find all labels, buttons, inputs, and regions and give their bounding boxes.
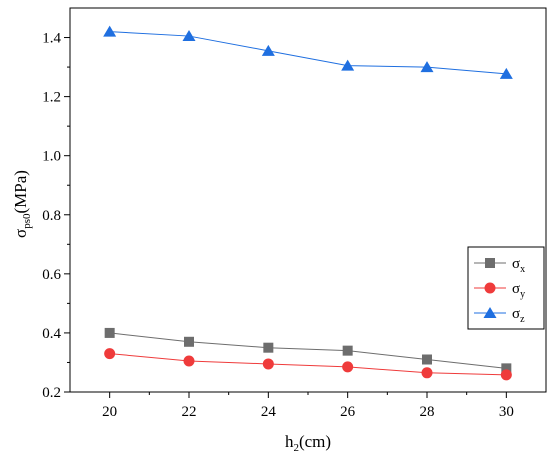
y-axis-title-tail: (MPa) — [11, 170, 30, 213]
series-line-x — [109, 332, 507, 369]
data-point-y — [342, 361, 354, 373]
data-point-y — [104, 348, 116, 360]
data-point-x — [501, 363, 512, 374]
legend-label-main: σ — [512, 256, 520, 272]
plot-frame — [69, 7, 547, 393]
data-point-x — [263, 342, 274, 353]
legend-label: σy — [512, 281, 525, 300]
legend-label: σz — [512, 306, 525, 325]
legend-marker-y — [484, 282, 496, 294]
legend-marker-z — [483, 307, 497, 318]
legend-label: σx — [512, 256, 525, 275]
data-point-x — [184, 336, 194, 347]
data-point-z — [103, 25, 117, 37]
series-y — [104, 348, 512, 381]
y-tick-label: 1.0 — [42, 149, 61, 165]
data-point-z — [261, 44, 275, 56]
y-tick-label: 0.4 — [42, 326, 61, 342]
data-point-z — [341, 59, 355, 71]
x-tick-label: 30 — [499, 404, 514, 420]
data-point-x — [422, 354, 432, 365]
ticks: 20 22 24 26 28 30 0.2 0.4 0.6 0.8 1.0 1.2 1.4 — [42, 31, 514, 420]
legend-label-sub: z — [520, 314, 525, 325]
y-tick-label: 1.2 — [42, 90, 61, 106]
x-tick-label: 26 — [340, 404, 356, 420]
series — [103, 25, 513, 381]
data-point-y — [262, 358, 274, 370]
x-tick-label: 20 — [102, 404, 117, 420]
legend-label-main: σ — [512, 281, 520, 297]
data-point-y — [500, 369, 512, 381]
data-point-z — [182, 30, 196, 42]
data-point-y — [421, 367, 433, 379]
x-axis-title-sub: 2 — [293, 442, 299, 454]
x-tick-label: 28 — [420, 404, 435, 420]
series-x — [104, 327, 512, 374]
data-point-y — [183, 355, 195, 367]
legend-item-z: σz — [474, 306, 525, 325]
x-axis-title-main: h — [285, 432, 294, 451]
y-tick-label: 0.8 — [42, 208, 61, 224]
data-point-z — [499, 67, 513, 79]
y-axis-title-sub: ps0 — [21, 213, 33, 229]
legend-item-x: σx — [474, 256, 525, 275]
y-tick-label: 0.2 — [42, 385, 61, 401]
series-z — [103, 25, 513, 79]
data-point-x — [342, 345, 353, 356]
series-line-y — [109, 353, 507, 376]
legend-label-sub: x — [520, 264, 525, 275]
legend-item-y: σy — [474, 281, 525, 300]
x-tick-label: 24 — [261, 404, 277, 420]
y-tick-label: 0.6 — [42, 267, 61, 283]
data-point-x — [104, 327, 115, 338]
legend-marker-x — [485, 258, 495, 268]
axes — [69, 7, 547, 393]
legend-label-sub: y — [520, 289, 525, 300]
series-line-z — [109, 31, 507, 75]
x-axis-title-tail: (cm) — [299, 432, 331, 451]
y-axis-title-main: σ — [11, 229, 30, 238]
data-point-z — [420, 61, 434, 73]
y-tick-label: 1.4 — [42, 31, 61, 47]
y-axis-title: σps0(MPa) — [11, 170, 33, 238]
x-tick-label: 22 — [182, 404, 197, 420]
legend-label-main: σ — [512, 306, 520, 322]
x-axis-title: h2(cm) — [285, 432, 331, 454]
